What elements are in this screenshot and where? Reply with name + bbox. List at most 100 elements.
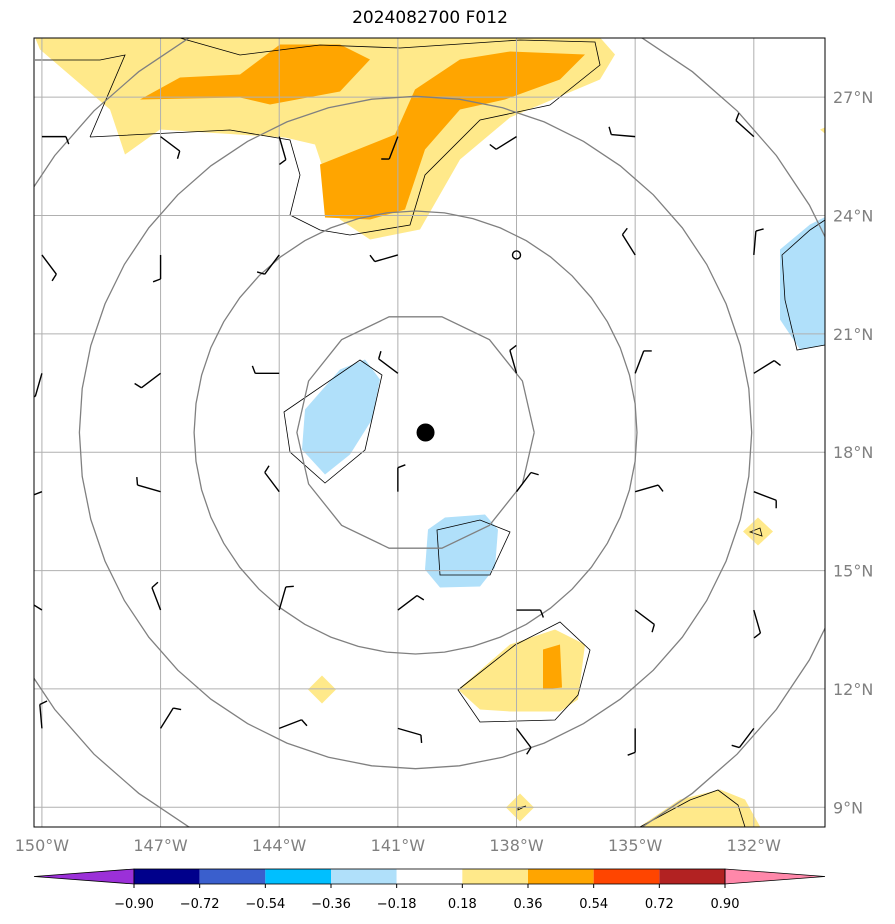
- colorbar-label: 0.18: [448, 897, 477, 912]
- contour-line: [457, 621, 591, 723]
- colorbar-label: 0.36: [514, 897, 543, 912]
- contour-line: [89, 38, 601, 236]
- shading-region: [543, 644, 562, 690]
- wind-barb: [381, 136, 399, 160]
- wind-barb: [731, 727, 755, 749]
- map-title: 2024082700 F012: [352, 8, 508, 28]
- longitude-label: 132°W: [727, 836, 782, 855]
- colorbar-box: [265, 869, 331, 884]
- latitude-label: 27°N: [833, 88, 873, 107]
- wind-barb: [509, 344, 518, 374]
- wind-barb: [34, 604, 43, 611]
- wind-barb: [251, 365, 280, 375]
- range-rings: [34, 38, 825, 827]
- wind-barb: [397, 594, 425, 611]
- wind-barb: [397, 464, 406, 492]
- longitude-label: 150°W: [15, 836, 70, 855]
- latitude-label: 24°N: [833, 207, 873, 226]
- colorbar-outline: [133, 868, 726, 885]
- wind-barb: [753, 228, 764, 256]
- wind-barb: [515, 727, 532, 755]
- wind-barb: [369, 254, 399, 263]
- range-ring: [193, 210, 638, 655]
- wind-barb: [753, 360, 781, 374]
- shading-region: [743, 517, 773, 546]
- contour-lines: [35, 38, 825, 827]
- colorbar-label: −0.90: [114, 897, 154, 912]
- wind-barb: [134, 372, 161, 389]
- latitude-label: 12°N: [833, 680, 873, 699]
- range-ring: [34, 38, 825, 827]
- colorbar-box: [331, 869, 397, 884]
- colorbar-box: [199, 869, 266, 884]
- wind-barb: [753, 491, 777, 509]
- colorbar-label: 0.72: [645, 897, 674, 912]
- colorbar-box: [134, 869, 200, 884]
- wind-barb: [278, 719, 308, 730]
- wind-barb: [160, 136, 181, 159]
- colorbar-box: [396, 869, 463, 884]
- wind-barb: [397, 727, 423, 744]
- shading-region: [140, 44, 370, 105]
- colorbar-label: 0.90: [711, 897, 740, 912]
- colorbar-label: 0.54: [579, 897, 608, 912]
- latitude-label: 21°N: [833, 325, 873, 344]
- wind-barb: [634, 484, 664, 493]
- shading-region: [425, 514, 498, 588]
- wind-barb: [627, 728, 636, 756]
- range-ring: [78, 95, 753, 770]
- wind-barb: [634, 609, 655, 633]
- wind-barb: [489, 136, 517, 150]
- storm-center-marker: [416, 423, 435, 442]
- wind-barb: [753, 609, 762, 639]
- contour-line: [781, 219, 825, 351]
- wind-barb: [151, 581, 162, 611]
- latitude-label: 15°N: [833, 562, 873, 581]
- wind-barb: [378, 351, 399, 374]
- wind-barb: [256, 254, 280, 275]
- longitude-label: 141°W: [371, 836, 426, 855]
- colorbar-label: −0.54: [245, 897, 285, 912]
- calm-wind-marker: [511, 250, 522, 260]
- colorbar-label: −0.36: [311, 897, 351, 912]
- colorbar-box: [593, 869, 660, 884]
- wind-barbs: [34, 112, 781, 756]
- shading-region: [308, 675, 336, 704]
- wind-barb: [515, 471, 539, 493]
- wind-barb: [39, 700, 48, 729]
- colorbar-label: −0.18: [377, 897, 417, 912]
- wind-barb: [152, 254, 162, 283]
- longitude-labels: 150°W 147°W 144°W 141°W 138°W 135°W 132°W: [15, 836, 781, 855]
- gridlines: [34, 38, 825, 827]
- longitude-label: 144°W: [252, 836, 307, 855]
- shading-region: [302, 359, 380, 475]
- wind-barb: [516, 609, 545, 618]
- wind-barb: [34, 491, 43, 496]
- wind-barb: [278, 136, 287, 166]
- colorbar-extension-low: [33, 868, 135, 885]
- colorbar-box: [528, 869, 594, 884]
- contour-line: [639, 789, 746, 827]
- wind-barb: [735, 112, 755, 138]
- wind-barb: [621, 227, 636, 256]
- shading-region: [820, 127, 825, 134]
- colorbar: −0.90 −0.72 −0.54 −0.36 −0.18 0.18 0.36 0.54 0.7…: [33, 868, 826, 912]
- colorbar-extension-high: [724, 868, 826, 885]
- wind-barb: [34, 373, 43, 398]
- wind-barb: [264, 465, 280, 493]
- wind-barb: [278, 585, 294, 611]
- contour-line: [35, 54, 126, 138]
- latitude-label: 18°N: [833, 443, 873, 462]
- wind-barb: [41, 254, 57, 282]
- latitude-label: 9°N: [833, 798, 863, 817]
- wind-barb: [634, 350, 652, 374]
- wind-barb: [159, 707, 182, 729]
- longitude-label: 138°W: [489, 836, 544, 855]
- wind-barb: [41, 135, 70, 145]
- wind-barb: [608, 126, 636, 138]
- map-frame: [33, 37, 826, 828]
- range-ring: [296, 316, 535, 549]
- colorbar-label: −0.72: [180, 897, 220, 912]
- shading-region: [780, 217, 825, 350]
